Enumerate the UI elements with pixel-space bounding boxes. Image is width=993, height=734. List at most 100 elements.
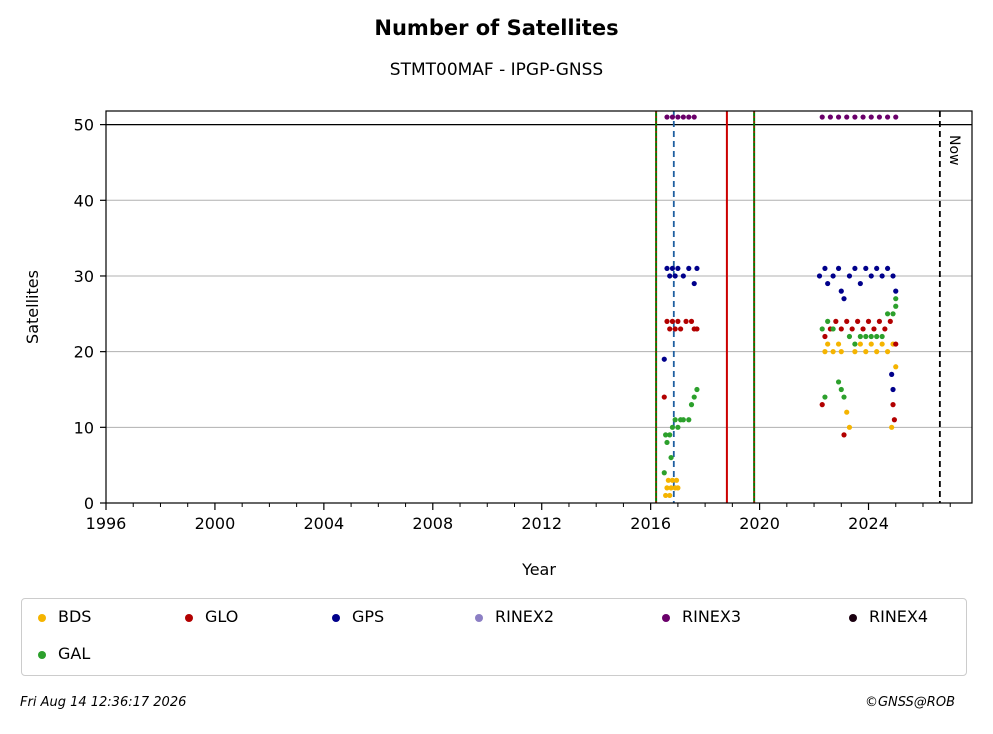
y-tick-label: 30 [74,267,94,286]
footer-timestamp: Fri Aug 14 12:36:17 2026 [20,695,187,710]
point-glo [844,318,850,324]
point-gal [668,454,674,461]
point-gal [835,379,842,385]
point-gps [835,265,842,272]
point-gps [686,265,692,272]
point-gps [822,265,828,272]
point-glo [891,417,897,423]
x-tick-label: 2000 [195,514,236,533]
point-glo [893,341,899,347]
point-glo [669,318,676,324]
point-gps [884,265,891,272]
point-gal [680,417,686,423]
point-glo [664,318,670,324]
point-glo [672,326,678,332]
legend-label-glo: GLO [205,607,239,626]
point-glo [833,318,839,324]
point-gps [680,273,686,279]
point-gal [669,424,676,430]
legend-label-rinex2: RINEX2 [495,607,555,626]
point-gps [830,273,836,279]
point-gps [816,273,823,279]
legend-item-glo: GLO [185,606,238,628]
point-bds [844,409,850,415]
point-bds [863,349,869,355]
point-gal [846,333,853,340]
point-gps [874,265,880,272]
point-gal [694,386,700,393]
x-axis-label: Year [521,560,556,579]
point-rinex3 [680,114,686,120]
point-gps [889,371,895,377]
x-tick-label: 2008 [412,514,453,533]
x-tick-label: 2020 [739,514,780,533]
legend-item-rinex4: RINEX4 [849,606,928,628]
point-rinex3 [686,114,692,120]
y-tick-label: 20 [74,343,94,362]
point-gal [863,333,869,340]
point-bds [835,341,842,347]
point-gal [686,417,692,423]
point-gal [667,432,673,438]
point-glo [675,318,681,324]
point-gps [672,273,678,279]
point-gps [841,296,847,302]
point-rinex3 [675,114,681,120]
chart-title: Number of Satellites [374,16,619,40]
point-gal [893,303,899,309]
point-bds [667,492,673,499]
point-bds [822,349,828,355]
point-glo [661,394,667,400]
point-gal [868,333,874,340]
point-gal [691,394,697,400]
legend-label-gal: GAL [58,644,91,663]
point-gps [664,265,670,272]
point-rinex3 [835,114,842,120]
point-bds [857,341,863,347]
point-glo [876,318,883,324]
point-glo [838,326,844,332]
point-bds [668,485,674,491]
point-rinex3 [844,114,850,120]
point-glo [667,326,673,332]
point-gal [890,311,896,317]
point-glo [683,318,689,324]
point-bds [879,341,885,347]
point-gal [884,311,891,317]
point-gal [663,432,669,438]
point-bds [838,349,844,355]
point-bds [663,492,669,499]
point-gps [694,265,700,272]
x-tick-label: 1996 [86,514,127,533]
point-rinex3 [876,114,883,120]
plot-frame [105,110,973,504]
y-tick-label: 50 [74,116,94,135]
point-gal [838,386,844,393]
legend-dot-gal [38,650,46,659]
point-glo [871,326,877,332]
point-glo [841,432,847,438]
point-rinex3 [860,114,866,120]
legend-item-bds: BDS [38,606,91,628]
chart-subtitle: STMT00MAF - IPGP-GNSS [389,60,604,80]
x-tick-label: 2012 [521,514,562,533]
legend-item-gps: GPS [332,606,384,628]
legend-dot-glo [185,613,193,622]
point-rinex3 [893,114,899,120]
y-tick-label: 0 [84,494,94,513]
legend-item-rinex3: RINEX3 [662,606,741,628]
point-bds [884,349,891,355]
legend: BDS GLO GPS RINEX2 RINEX3 RINEX4 GAL [21,598,967,676]
point-glo [694,326,700,332]
point-gps [838,288,844,294]
legend-label-bds: BDS [58,607,92,626]
point-gal [830,326,836,332]
legend-item-gal: GAL [38,643,90,665]
point-gal [661,470,667,476]
point-bds [852,349,858,355]
point-gal [672,417,678,423]
point-gal [664,439,670,446]
point-glo [865,318,872,324]
legend-dot-rinex4 [849,613,857,622]
legend-dot-rinex2 [475,613,483,622]
